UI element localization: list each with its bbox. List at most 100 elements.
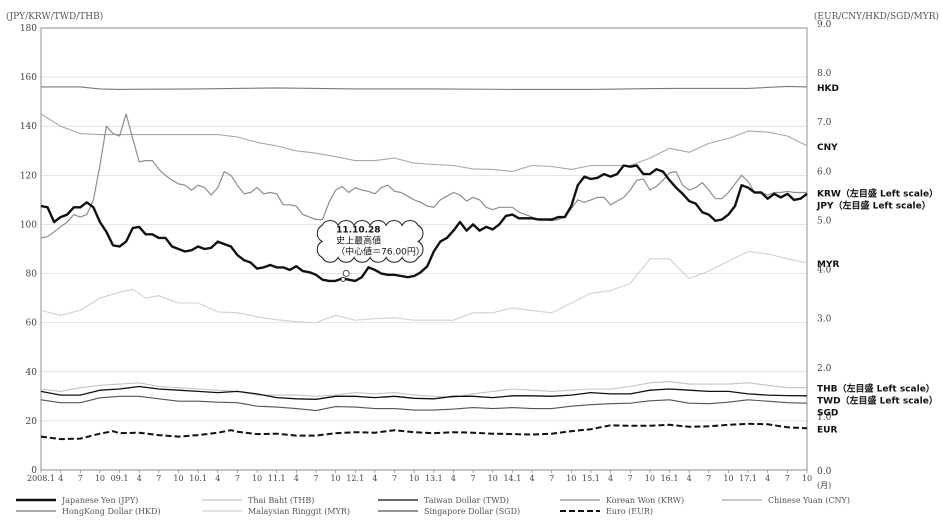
legend-label: Euro (EUR): [606, 507, 653, 516]
series-end-label: JPY（左目盛 Left scale）: [816, 200, 931, 212]
x-tick-label: 10: [802, 474, 812, 483]
x-tick-label: 4: [294, 474, 299, 483]
x-tick-label: 10: [488, 474, 498, 483]
x-axis-ticks: 2008.1 4 7 10 09.1 4 7 10 10.1 4 7 10 11.1 4 7 10 12.1 4 7…: [27, 470, 812, 483]
x-tick-label: 10: [645, 474, 655, 483]
right-axis-ticks: 0.0 1.0 2.0 3.0 4.0 5.0 6.0 7.0 8.0 9.0: [817, 20, 832, 477]
x-tick-label: 4: [765, 474, 770, 483]
x-tick-label: 4: [215, 474, 220, 483]
left-tick-label: 0: [31, 466, 37, 476]
series-line: [40, 385, 808, 400]
left-axis-ticks: 0 20 40 60 80 100 120 140 160 180: [20, 24, 37, 476]
series-line: [40, 113, 807, 239]
x-tick-label: 4: [372, 474, 377, 483]
x-unit-label: (月): [817, 481, 831, 490]
record-high-callout: 11.10.28 史上最高値 （中心値＝76.00円）: [316, 220, 425, 282]
x-tick-label: 7: [392, 474, 397, 483]
left-tick-label: 20: [26, 417, 38, 427]
x-tick-label: 10: [566, 474, 576, 483]
series-end-label: TWD（左目盛 Left scale）: [817, 395, 938, 407]
x-tick-label: 4: [451, 474, 456, 483]
right-tick-label: 2.0: [817, 364, 832, 374]
series-end-label: SGD: [817, 409, 838, 419]
x-tick-label: 7: [235, 474, 240, 483]
x-tick-label: 7: [549, 474, 554, 483]
series-end-label: KRW（左目盛 Left scale）: [817, 188, 938, 200]
legend: Japanese Yen (JPY) Thai Baht (THB) Taiwan …: [16, 496, 850, 516]
series-labels: HKD CNY KRW（左目盛 Left scale）JPY（左目盛 Left sc…: [816, 84, 938, 435]
x-tick-label: 7: [78, 474, 83, 483]
right-tick-label: 0.0: [817, 467, 832, 477]
legend-label: Malaysian Ringgit (MYR): [248, 507, 350, 516]
left-tick-label: 160: [20, 73, 37, 83]
right-tick-label: 1.0: [817, 413, 832, 423]
right-tick-label: 4.0: [817, 266, 832, 276]
x-tick-label: 7: [785, 474, 790, 483]
x-tick-label: 11.1: [268, 474, 286, 483]
x-tick-label: 09.1: [111, 474, 129, 483]
left-axis-title: (JPY/KRW/TWD/THB): [6, 11, 103, 22]
x-tick-label: 4: [58, 474, 63, 483]
callout-bubble: [340, 276, 346, 282]
x-tick-label: 4: [137, 474, 142, 483]
left-tick-label: 60: [26, 319, 38, 329]
series-line: [41, 85, 808, 90]
series-end-label: CNY: [817, 143, 838, 153]
left-tick-label: 80: [26, 270, 38, 280]
plot-frame: [40, 27, 808, 471]
left-tick-label: 40: [26, 368, 38, 378]
series-end-label: THB（左目盛 Left scale）: [817, 383, 935, 395]
series-line: [40, 395, 808, 412]
x-tick-label: 4: [529, 474, 534, 483]
legend-label: Thai Baht (THB): [248, 496, 314, 505]
right-tick-label: 9.0: [817, 20, 832, 30]
callout-bubble: [342, 269, 350, 277]
x-tick-label: 7: [471, 474, 476, 483]
x-tick-label: 10: [173, 474, 183, 483]
left-tick-label: 120: [20, 171, 37, 181]
series-end-label: HKD: [817, 84, 839, 94]
x-tick-label: 10: [409, 474, 419, 483]
x-tick-label: 7: [156, 474, 161, 483]
legend-label: Japanese Yen (JPY): [61, 496, 138, 505]
callout-cloud-shape: [316, 220, 424, 263]
series-line: [40, 250, 808, 324]
callout-value: （中心値＝76.00円）: [336, 245, 425, 257]
x-tick-label: 14.1: [503, 474, 521, 483]
x-tick-label: 17.1: [739, 474, 757, 483]
legend-label: Korean Won (KRW): [606, 496, 684, 505]
x-tick-label: 4: [608, 474, 613, 483]
left-tick-label: 180: [20, 24, 37, 34]
legend-label: Chinese Yuan (CNY): [768, 496, 850, 505]
series-line: [40, 381, 807, 399]
series-lines: [40, 85, 808, 441]
x-tick-label: 4: [687, 474, 692, 483]
legend-label: HongKong Dollar (HKD): [62, 507, 161, 516]
x-tick-label: 10: [723, 474, 733, 483]
right-tick-label: 5.0: [817, 216, 832, 226]
left-tick-label: 100: [20, 220, 37, 230]
series-end-label: EUR: [817, 425, 837, 435]
legend-label: Taiwan Dollar (TWD): [424, 496, 509, 505]
right-tick-label: 3.0: [817, 315, 832, 325]
x-tick-label: 10: [95, 474, 105, 483]
series-line: [40, 164, 808, 283]
x-tick-label: 15.1: [582, 474, 600, 483]
series-line: [40, 113, 808, 172]
callout-title: 史上最高値: [336, 234, 381, 246]
x-tick-label: 7: [706, 474, 711, 483]
callout-date: 11.10.28: [336, 225, 380, 235]
x-tick-label: 2008.1: [27, 474, 55, 483]
left-tick-label: 140: [20, 122, 37, 132]
right-tick-label: 8.0: [817, 69, 832, 79]
x-tick-label: 12.1: [346, 474, 364, 483]
series-end-label: MYR: [817, 260, 839, 270]
x-tick-label: 7: [628, 474, 633, 483]
right-axis-title: (EUR/CNY/HKD/SGD/MYR): [814, 11, 939, 22]
series-line: [40, 422, 808, 441]
x-tick-label: 10.1: [189, 474, 207, 483]
x-tick-label: 7: [313, 474, 318, 483]
x-tick-label: 16.1: [661, 474, 679, 483]
right-tick-label: 7.0: [817, 118, 832, 128]
